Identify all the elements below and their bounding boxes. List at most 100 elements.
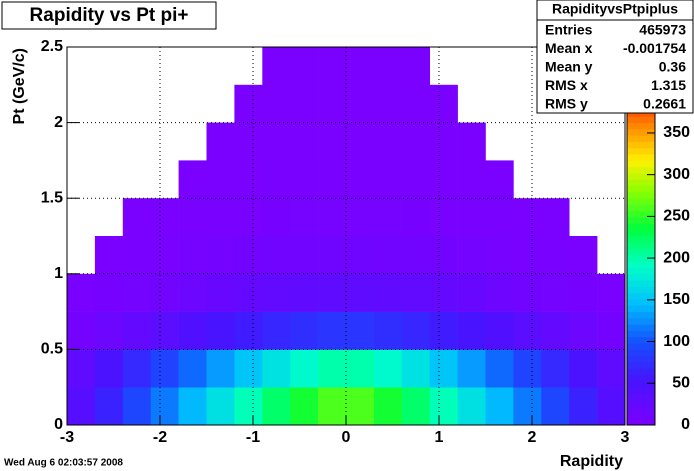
bin [541,273,570,312]
palette-cell [627,116,655,123]
palette-cell [627,418,655,426]
bin [373,84,403,123]
z-tick-label: 100 [663,333,690,350]
bin [262,273,291,312]
palette-cell [627,166,655,174]
palette-cell [627,324,655,331]
palette-cell [627,273,655,281]
bin [178,349,207,388]
palette-cell [627,399,655,407]
x-tick-label: -3 [60,429,74,446]
y-tick-label: 2 [54,114,63,131]
bin [94,311,124,350]
bin [485,387,514,426]
z-tick-label: 350 [663,124,690,141]
palette-cell [627,267,655,275]
bin [401,84,430,123]
bin [318,122,347,161]
bin [206,311,235,350]
palette-cell [627,147,655,155]
bin [262,47,291,86]
bin [597,311,626,350]
title-box [1,1,217,30]
x-axis-title: Rapidity [560,453,623,470]
bin [178,311,207,350]
bin [178,160,207,199]
bin [262,387,291,426]
palette-cell [627,191,655,199]
bin [318,160,347,199]
bin [262,160,291,199]
y-axis-title: Pt (GeV/c) [11,48,28,124]
bin [318,311,347,350]
stats-value: 0.2661 [643,96,686,112]
palette-cell [627,223,655,231]
palette-cell [627,393,655,401]
bin [346,349,375,388]
bin [346,160,375,199]
palette-cell [627,248,655,256]
bin [318,387,347,426]
bin [262,236,291,275]
bin [373,387,403,426]
bin [318,236,347,275]
bin [457,387,486,426]
palette-cell [627,217,655,224]
bin [122,349,151,388]
bin [290,236,319,275]
bin [94,273,124,312]
bin [290,311,319,350]
bin [290,273,319,312]
palette-cell [627,135,655,142]
bin [373,273,403,312]
bin [262,198,291,237]
bin [290,387,319,426]
bin [150,387,179,426]
palette-cell [627,286,655,294]
stats-label: RMS y [545,96,588,112]
palette-cell [627,343,655,350]
palette-cell [627,261,655,268]
date-stamp: Wed Aug 6 02:03:57 2008 [4,458,123,469]
y-tick-label: 2.5 [41,38,63,55]
z-tick-label: 300 [663,166,690,183]
palette-cell [627,362,655,369]
bin [262,349,291,388]
bin [67,311,96,350]
bin [457,311,486,350]
x-tick-label: 3 [621,429,630,446]
bin [541,349,570,388]
stats-value: 465973 [639,22,686,38]
bin [94,236,124,275]
bin [401,47,430,86]
palette-cell [627,406,655,413]
bin [569,311,598,350]
bin [569,349,598,388]
bin [373,349,403,388]
palette-cell [627,380,655,388]
bin [206,349,235,388]
bin [206,160,235,199]
bin [541,311,570,350]
bin [429,236,458,275]
bin [178,198,207,237]
bin [318,198,347,237]
bin [541,236,570,275]
bin [373,47,403,86]
stats-box: RapidityvsPtpiplus Entries 465973 Mean x -0.… [536,0,694,114]
palette-cell [627,330,655,338]
bin [234,236,263,275]
bin [457,236,486,275]
bin [401,273,430,312]
palette-cell [627,198,655,205]
bin [513,273,542,312]
bin [122,198,151,237]
palette-cell [627,160,655,168]
bin [290,122,319,161]
bin [346,273,375,312]
bin [401,198,430,237]
bin [373,160,403,199]
bin [150,311,179,350]
bin [373,122,403,161]
